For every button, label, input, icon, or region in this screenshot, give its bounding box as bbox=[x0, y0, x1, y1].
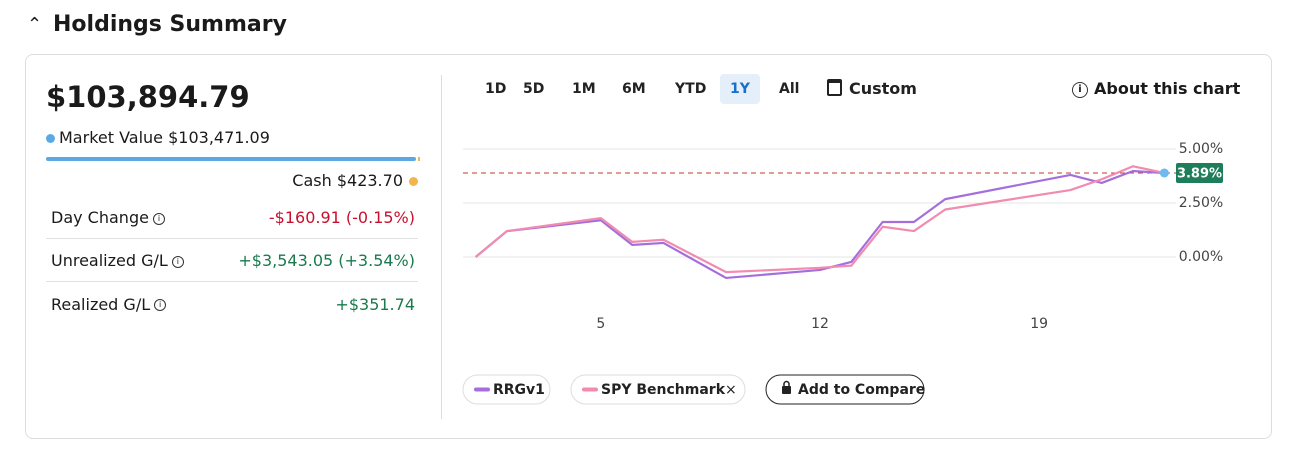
legend-label[interactable]: RRGv1 bbox=[493, 382, 545, 398]
cash: Cash $423.70 bbox=[292, 171, 418, 190]
market-amount: $103,471.09 bbox=[168, 128, 270, 147]
range-label[interactable]: Custom bbox=[849, 79, 917, 98]
about-text[interactable]: About this chart bbox=[1094, 79, 1241, 98]
range-label[interactable]: 1D bbox=[485, 81, 507, 97]
summary-row: Realized G/L i +$351.74 bbox=[46, 283, 418, 325]
end-dot bbox=[1159, 168, 1169, 178]
market-bar bbox=[46, 157, 416, 161]
cash-label: Cash bbox=[292, 171, 332, 190]
range-label[interactable]: 5D bbox=[523, 81, 545, 97]
cash-amount: $423.70 bbox=[336, 171, 403, 190]
row-label: Realized G/L i bbox=[51, 294, 167, 314]
divider bbox=[441, 75, 442, 419]
info-icon: i bbox=[154, 299, 167, 311]
market-value: Market Value $103,471.09 bbox=[46, 128, 270, 147]
lock-shackle bbox=[783, 380, 790, 386]
range-button[interactable]: YTD bbox=[665, 74, 716, 104]
range-label[interactable]: All bbox=[779, 81, 800, 97]
range-label[interactable]: 6M bbox=[622, 81, 646, 97]
row-label: Day Change i bbox=[51, 208, 165, 227]
value-badge bbox=[1176, 162, 1223, 183]
value-badge-label: 3.89% bbox=[1177, 166, 1222, 181]
x-tick-label: 12 bbox=[811, 316, 829, 332]
row-value: +$3,543.05 (+3.54%) bbox=[238, 251, 415, 270]
section-title: Holdings Summary bbox=[53, 12, 287, 37]
y-tick-label: 5.00% bbox=[1179, 141, 1223, 157]
info-icon: i bbox=[171, 255, 184, 268]
legend-pill[interactable] bbox=[570, 374, 746, 405]
legend-label[interactable]: SPY Benchmark bbox=[601, 382, 726, 398]
cash-bar bbox=[418, 157, 420, 161]
range-button[interactable]: All bbox=[769, 74, 809, 104]
market-label: Market Value bbox=[59, 128, 164, 147]
range-label[interactable]: 1Y bbox=[730, 81, 750, 97]
market-dot bbox=[46, 134, 55, 143]
range-label[interactable]: YTD bbox=[675, 81, 707, 97]
row-value: -$160.91 (-0.15%) bbox=[268, 208, 415, 227]
range-button[interactable]: 6M bbox=[612, 74, 656, 104]
compare-label[interactable]: Add to Compare bbox=[798, 382, 925, 398]
about-link[interactable]: i About this chart bbox=[1072, 79, 1240, 98]
x-tick-label: 19 bbox=[1030, 316, 1048, 332]
summary-card bbox=[25, 54, 1272, 439]
compare-button[interactable] bbox=[765, 374, 925, 405]
cash-dot bbox=[409, 177, 418, 186]
total-value: $103,894.79 bbox=[46, 80, 250, 114]
info-icon: i bbox=[152, 212, 165, 225]
series-line bbox=[474, 169, 1165, 280]
x-tick-label: 5 bbox=[596, 316, 605, 332]
summary-row: Unrealized G/L i +$3,543.05 (+3.54%) bbox=[46, 240, 418, 282]
row-label-text: Day Change bbox=[51, 208, 149, 227]
range-button[interactable]: 5D bbox=[513, 74, 554, 104]
y-tick-label: 2.50% bbox=[1179, 195, 1223, 211]
legend-pill[interactable] bbox=[462, 374, 551, 405]
collapse-chevron[interactable]: ⌃ bbox=[27, 14, 43, 35]
range-button[interactable]: 1D bbox=[475, 74, 516, 104]
series-line bbox=[474, 165, 1165, 274]
calendar-icon bbox=[827, 79, 842, 96]
summary-row: Day Change i -$160.91 (-0.15%) bbox=[46, 197, 418, 239]
lock-icon bbox=[782, 386, 791, 394]
row-label-text: Realized G/L bbox=[51, 294, 151, 314]
range-button[interactable]: 1Y bbox=[720, 74, 760, 104]
row-value: +$351.74 bbox=[335, 294, 415, 314]
row-label: Unrealized G/L i bbox=[51, 251, 184, 270]
row-label-text: Unrealized G/L bbox=[51, 251, 168, 270]
y-tick-label: 0.00% bbox=[1179, 249, 1223, 265]
range-button[interactable]: 1M bbox=[562, 74, 606, 104]
range-button[interactable]: Custom bbox=[817, 74, 927, 104]
range-label[interactable]: 1M bbox=[572, 81, 596, 97]
legend-remove[interactable]: × bbox=[725, 382, 737, 398]
